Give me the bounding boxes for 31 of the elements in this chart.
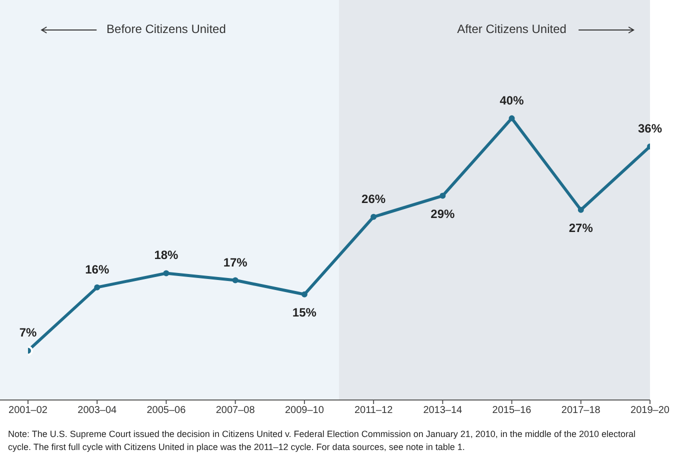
x-tick-label: 2005–06: [146, 405, 186, 416]
x-tick-label: 2013–14: [423, 405, 463, 416]
point: [163, 270, 170, 276]
x-tick-label: 2003–04: [78, 405, 118, 416]
point: [440, 192, 446, 199]
data-label: 29%: [430, 206, 455, 221]
band-label: Before Citizens United: [106, 22, 226, 36]
data-label: 26%: [362, 192, 386, 206]
data-label: 36%: [638, 121, 662, 136]
point: [94, 284, 100, 290]
x-tick-label: 2011–12: [354, 405, 394, 416]
data-label: 18%: [154, 248, 179, 262]
band-label: After Citizens United: [457, 22, 566, 36]
point: [508, 115, 515, 122]
x-tick-label: 2007–08: [216, 405, 256, 416]
point: [370, 214, 377, 220]
x-tick-label: 2019–20: [630, 405, 670, 416]
data-label: 27%: [568, 220, 594, 235]
point: [578, 206, 584, 213]
data-label: 7%: [19, 326, 37, 340]
text: Note: The U.S. Supreme Court issued the decision in Citizens United v. Federal Election Commission on January 21, 2010, in the middle of the 2010 electoral cycle. The first full cycle with Citizens United in place was the 2011–12 cycle. For data sources, see note in table 1.: [8, 428, 636, 454]
x-tick-label: 2009–10: [284, 405, 324, 416]
data-label: 16%: [85, 262, 110, 276]
x-tick-label: 2017–18: [561, 405, 601, 416]
x-tick-label: 2015–16: [492, 405, 532, 416]
data-label: 15%: [292, 305, 317, 320]
data-label: 40%: [500, 93, 524, 108]
point: [232, 277, 238, 284]
data-label: 17%: [223, 255, 248, 270]
point: [301, 291, 308, 298]
x-tick-label: 2001–02: [8, 405, 48, 416]
